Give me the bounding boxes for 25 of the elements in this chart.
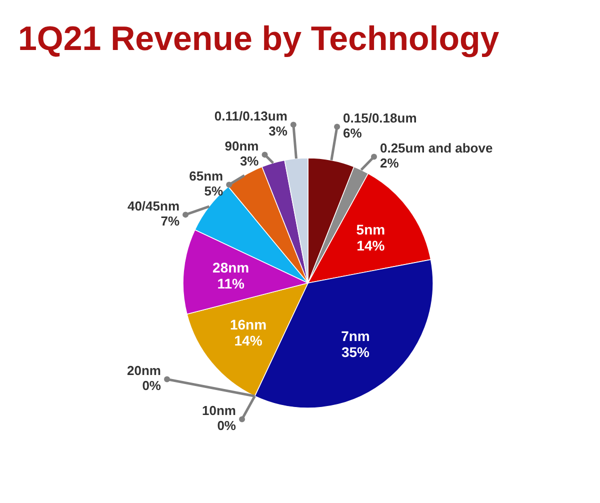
text: 0% bbox=[217, 418, 236, 434]
data-label: 14% bbox=[234, 332, 263, 348]
data-label: 3% bbox=[268, 124, 288, 139]
slice-label: 0.25um and above bbox=[380, 140, 493, 156]
slice-label: 16nm bbox=[230, 316, 267, 332]
slice-label: 65nm bbox=[189, 168, 224, 184]
data-label: 14% bbox=[356, 237, 386, 254]
slice-label: 28nm bbox=[212, 260, 250, 276]
data-label: 11% bbox=[217, 276, 246, 292]
data-label: 6% bbox=[343, 126, 362, 141]
legend-label: 20nm bbox=[127, 363, 162, 378]
slice-label: 7nm bbox=[341, 328, 370, 344]
data-label: 35% bbox=[341, 344, 370, 360]
slice-label: 40/45nm bbox=[127, 198, 180, 214]
slice-label: 0.11/0.13um bbox=[214, 108, 288, 124]
slice-label: 5nm bbox=[356, 221, 386, 238]
data-label: 2% bbox=[380, 156, 400, 171]
data-label: 3% bbox=[240, 154, 260, 169]
data-label: 7% bbox=[160, 214, 180, 229]
legend-label: 10nm bbox=[202, 403, 236, 418]
slice-label: 90nm bbox=[224, 138, 259, 154]
chart-title: 1Q21 Revenue by Technology bbox=[18, 20, 500, 58]
data-label: 5% bbox=[204, 184, 224, 199]
slice-label: 0.15/0.18um bbox=[343, 110, 417, 126]
text: 0% bbox=[142, 378, 162, 394]
